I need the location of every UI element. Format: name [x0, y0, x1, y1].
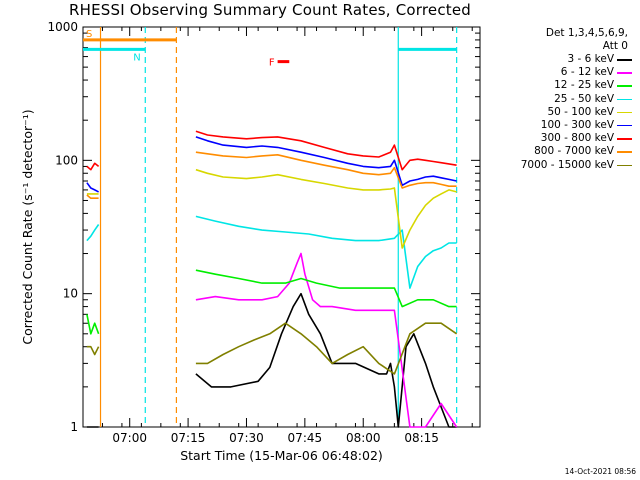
- legend-swatch: [617, 151, 632, 153]
- series-line: [86, 322, 458, 375]
- legend-swatch: [617, 124, 632, 127]
- legend-entry: 100 - 300 keV: [490, 119, 636, 132]
- x-axis-label: Start Time (15-Mar-06 06:48:02): [180, 448, 383, 463]
- legend-entry: 6 - 12 keV: [490, 66, 636, 79]
- legend-swatch: [617, 111, 632, 114]
- legend-label: 7000 - 15000 keV: [520, 158, 614, 171]
- legend-detectors: Det 1,3,4,5,6,9,: [545, 27, 628, 39]
- legend-entry: 12 - 25 keV: [490, 79, 636, 92]
- x-tick-label: 08:00: [346, 431, 381, 445]
- legend-entry: 300 - 800 keV: [490, 132, 636, 145]
- legend-entry: 800 - 7000 keV: [490, 145, 636, 158]
- legend: Det 1,3,4,5,6,9, Att 0 3 - 6 keV 6 - 12 k…: [490, 27, 636, 172]
- legend-label: 12 - 25 keV: [554, 79, 614, 92]
- y-axis-label: Corrected Count Rate (s⁻¹ detector⁻¹): [20, 109, 35, 344]
- timestamp: 14-Oct-2021 08:56: [564, 467, 636, 476]
- x-tick-label: 08:15: [404, 431, 439, 445]
- x-tick-label: 07:30: [229, 431, 264, 445]
- state-bar-label: S: [86, 29, 92, 40]
- state-bar-label: F: [269, 58, 275, 69]
- y-tick-label: 10: [63, 287, 78, 301]
- legend-swatch: [617, 164, 632, 166]
- legend-label: 25 - 50 keV: [554, 92, 614, 105]
- x-tick-label: 07:00: [112, 431, 147, 445]
- y-tick-label: 100: [55, 153, 78, 167]
- legend-swatch: [617, 72, 632, 74]
- legend-swatch: [617, 59, 632, 61]
- legend-entry: 25 - 50 keV: [490, 93, 636, 106]
- legend-label: 300 - 800 keV: [540, 132, 614, 145]
- y-tick-label: 1000: [47, 20, 78, 34]
- legend-entry: 50 - 100 keV: [490, 106, 636, 119]
- series-line: [86, 168, 457, 249]
- x-tick-label: 07:15: [171, 431, 206, 445]
- legend-rows: 3 - 6 keV 6 - 12 keV 12 - 25 keV 25 - 50 ke…: [490, 53, 636, 172]
- y-tick-label: 1: [70, 420, 78, 434]
- legend-label: 100 - 300 keV: [540, 118, 614, 131]
- x-tick-label: 07:45: [288, 431, 323, 445]
- series-line: [195, 252, 458, 428]
- chart-title: RHESSI Observing Summary Count Rates, Co…: [68, 1, 471, 19]
- legend-attenuator: Att 0: [602, 40, 628, 52]
- plot-frame: [82, 26, 481, 428]
- legend-entry: 3 - 6 keV: [490, 53, 636, 66]
- series-line: [86, 151, 457, 199]
- legend-entry: 7000 - 15000 keV: [490, 159, 636, 172]
- legend-label: 3 - 6 keV: [567, 53, 614, 65]
- series-line: [86, 292, 457, 428]
- state-bar-label: N: [133, 52, 140, 63]
- series-line: [86, 269, 457, 335]
- legend-label: 6 - 12 keV: [560, 66, 614, 79]
- legend-label: 800 - 7000 keV: [534, 145, 614, 158]
- legend-swatch: [617, 98, 632, 101]
- legend-label: 50 - 100 keV: [547, 105, 614, 118]
- legend-swatch: [617, 138, 632, 140]
- series-line: [86, 215, 457, 289]
- series-line: [86, 130, 457, 171]
- legend-swatch: [617, 85, 632, 87]
- series-line: [86, 136, 457, 193]
